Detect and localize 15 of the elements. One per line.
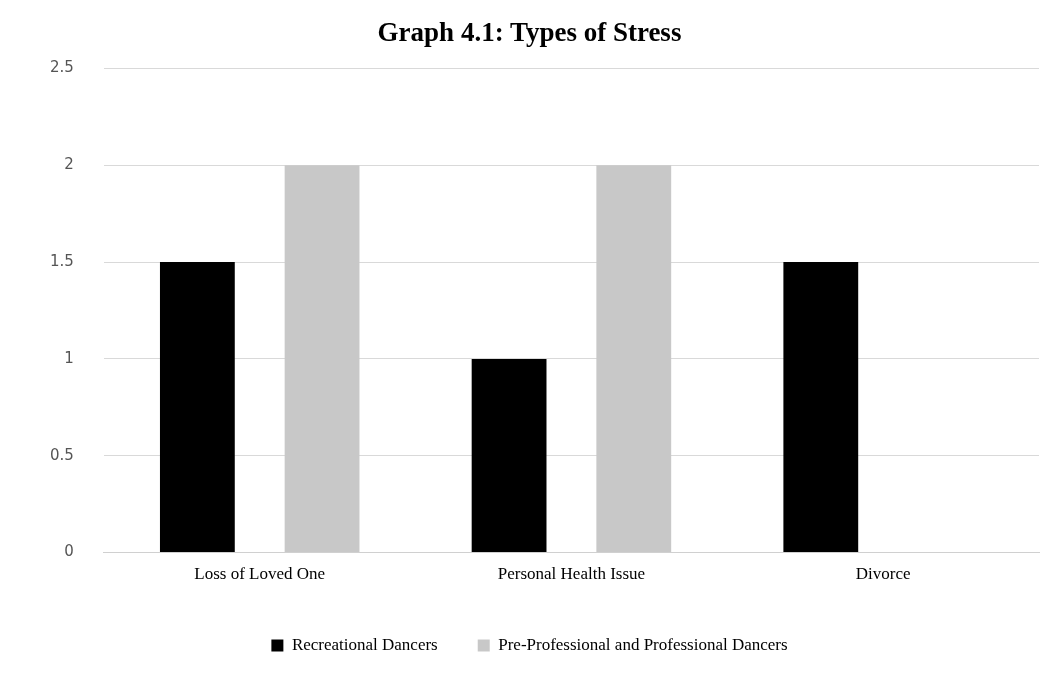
y-tick-label: 1.5 [50,251,74,270]
legend-label: Recreational Dancers [291,634,438,654]
legend-label: Pre-Professional and Professional Dancers [498,634,788,654]
bar [783,262,859,553]
y-tick-label: 2.5 [50,58,74,77]
x-tick-label: Divorce [855,564,911,584]
bar [159,262,235,553]
x-tick-label: Personal Health Issue [497,564,646,584]
y-tick-label: 1 [64,348,74,367]
bar [471,358,547,553]
y-tick-label: 2 [64,155,74,174]
y-tick-label: 0.5 [50,445,74,464]
chart-title: Graph 4.1: Types of Stress [377,17,682,48]
x-tick-label: Loss of Loved One [194,564,326,584]
y-tick-label: 0 [64,542,74,561]
